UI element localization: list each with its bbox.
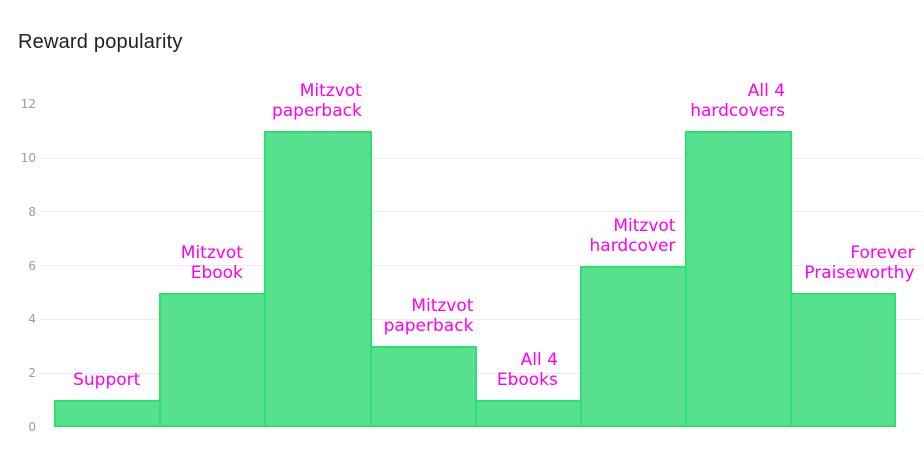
bar-2[interactable] xyxy=(159,292,267,427)
bar-label-line: All 4 xyxy=(520,350,558,371)
bar-4[interactable] xyxy=(369,346,477,427)
gridline xyxy=(40,372,922,374)
y-tick-label: 4 xyxy=(28,312,36,327)
bar-6[interactable] xyxy=(579,265,688,427)
bar-label: Forever Praiseworthy xyxy=(804,243,914,283)
bar-3[interactable] xyxy=(264,131,372,427)
bar-label: Mitzvot Ebook xyxy=(181,243,243,283)
bar-label: Mitzvot paperback xyxy=(272,81,362,121)
bar-7[interactable] xyxy=(685,131,793,427)
gridline xyxy=(40,265,922,267)
bar-1[interactable] xyxy=(54,400,162,427)
bar-label-line: Praiseworthy xyxy=(804,262,915,283)
gridline xyxy=(40,211,922,213)
bar-label-line: Mitzvot xyxy=(613,215,676,236)
bar-8[interactable] xyxy=(790,292,896,427)
bar-label: All 4 hardcovers xyxy=(690,81,785,121)
y-tick-label: 2 xyxy=(28,366,36,381)
gridline xyxy=(40,157,922,159)
bar-label-line: Ebooks xyxy=(496,370,558,391)
y-tick-label: 12 xyxy=(20,97,36,112)
bar-label-line: hardcovers xyxy=(690,101,786,122)
y-tick-label: 0 xyxy=(28,420,36,434)
bar-label: Mitzvot paperback xyxy=(384,296,474,336)
bar-label-line: Mitzvot xyxy=(411,296,474,317)
bar-label: Support xyxy=(73,370,140,390)
bar-label: All 4 Ebooks xyxy=(497,350,558,390)
chart-title: Reward popularity xyxy=(18,31,183,53)
bar-label-line: Forever xyxy=(850,242,915,263)
bar-5[interactable] xyxy=(474,400,582,427)
bar-label-line: paperback xyxy=(383,316,474,337)
bar-label-line: Support xyxy=(73,370,141,391)
gridline xyxy=(40,318,922,320)
bar-label-line: Mitzvot xyxy=(299,81,362,102)
bar-label-line: All 4 xyxy=(747,81,786,102)
bar-label-line: hardcover xyxy=(589,235,676,256)
y-tick-label: 8 xyxy=(28,204,36,219)
y-tick-label: 6 xyxy=(28,258,36,273)
bar-label-line: paperback xyxy=(271,101,362,122)
y-tick-label: 10 xyxy=(20,151,36,165)
bar-label-line: Mitzvot xyxy=(180,242,243,263)
bar-label-line: Ebook xyxy=(190,262,243,283)
bar-label: Mitzvot hardcover xyxy=(590,216,676,256)
